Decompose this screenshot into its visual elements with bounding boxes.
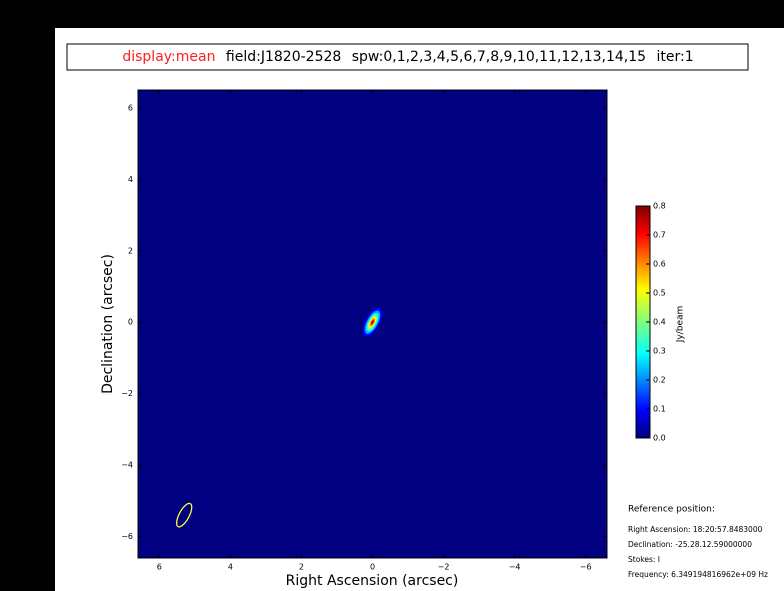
x-tick-label: 6	[157, 563, 162, 572]
colorbar-tick-label: 0.6	[653, 260, 666, 269]
y-tick-label: 4	[128, 175, 133, 184]
y-tick-label: 6	[128, 103, 133, 112]
x-tick-label: 0	[370, 563, 375, 572]
colorbar-tick-label: 0.3	[653, 347, 666, 356]
y-tick-label: −6	[121, 532, 133, 541]
x-tick-label: −6	[580, 563, 592, 572]
colorbar-tick-label: 0.1	[653, 405, 666, 414]
reference-title: Reference position:	[628, 505, 715, 515]
colorbar-tick-label: 0.8	[653, 202, 666, 211]
title-display: display:mean	[122, 49, 215, 65]
y-tick-label: 2	[128, 246, 133, 255]
y-tick-label: −4	[121, 461, 133, 470]
y-axis-label: Declination (arcsec)	[100, 254, 116, 394]
y-tick-label: 0	[128, 318, 133, 327]
title-iter: iter:1	[657, 49, 694, 65]
reference-line: Stokes: I	[628, 555, 660, 564]
colorbar-label: Jy/beam	[676, 306, 686, 344]
x-tick-label: −2	[438, 563, 450, 572]
title-field: field:J1820-2528	[226, 49, 341, 65]
reference-line: Right Ascension: 18:20:57.8483000	[628, 525, 763, 534]
title-spw: spw:0,1,2,3,4,5,6,7,8,9,10,11,12,13,14,1…	[352, 49, 646, 65]
reference-line: Declination: -25.28.12.59000000	[628, 540, 752, 549]
reference-line: Frequency: 6.349194816962e+09 Hz	[628, 570, 768, 579]
x-axis-label: Right Ascension (arcsec)	[286, 573, 459, 589]
colorbar-tick-label: 0.4	[653, 318, 666, 327]
x-tick-label: −4	[509, 563, 521, 572]
colorbar-tick-label: 0.7	[653, 231, 666, 240]
colorbar-tick-label: 0.2	[653, 376, 666, 385]
screen: display:mean field:J1820-2528 spw:0,1,2,…	[0, 0, 784, 591]
colorbar-tick-label: 0.5	[653, 289, 666, 298]
x-tick-label: 4	[228, 563, 233, 572]
x-tick-label: 2	[299, 563, 304, 572]
y-tick-label: −2	[121, 389, 133, 398]
title: display:mean field:J1820-2528 spw:0,1,2,…	[122, 49, 693, 65]
colorbar-tick-label: 0.0	[653, 434, 666, 443]
